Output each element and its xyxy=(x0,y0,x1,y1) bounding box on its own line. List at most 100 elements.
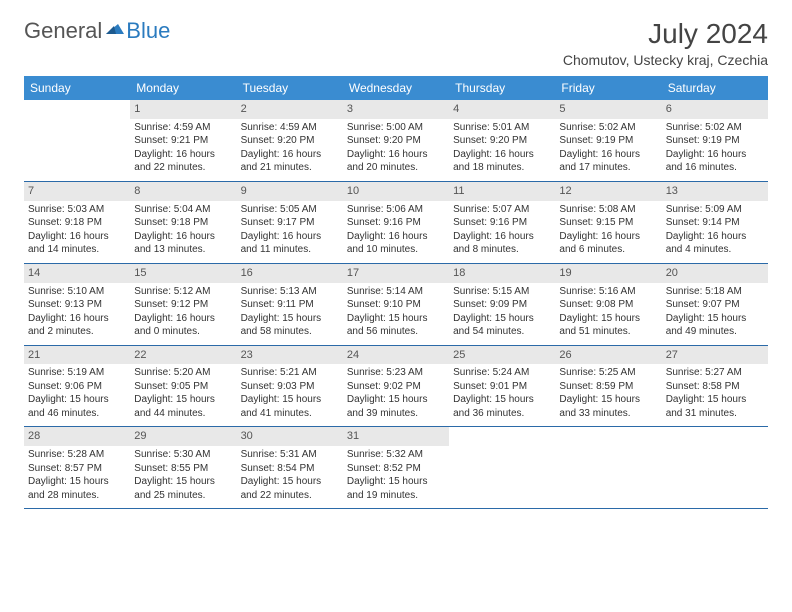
day-info-line: Sunset: 9:01 PM xyxy=(453,380,551,394)
day-info-line: and 44 minutes. xyxy=(134,407,232,421)
day-info-line: and 14 minutes. xyxy=(28,243,126,257)
day-info-line: Sunrise: 5:18 AM xyxy=(666,285,764,299)
day-info-line: Daylight: 15 hours xyxy=(134,393,232,407)
day-cell: 23Sunrise: 5:21 AMSunset: 9:03 PMDayligh… xyxy=(237,346,343,427)
day-info-line: Sunrise: 5:10 AM xyxy=(28,285,126,299)
day-number: 18 xyxy=(449,264,555,283)
day-info-line: Daylight: 15 hours xyxy=(453,393,551,407)
day-cell: 27Sunrise: 5:27 AMSunset: 8:58 PMDayligh… xyxy=(662,346,768,427)
day-cell: 8Sunrise: 5:04 AMSunset: 9:18 PMDaylight… xyxy=(130,182,236,263)
day-info-line: Sunrise: 5:02 AM xyxy=(666,121,764,135)
day-info-line: Daylight: 16 hours xyxy=(453,148,551,162)
day-info-line: and 0 minutes. xyxy=(134,325,232,339)
page-header: General Blue July 2024 Chomutov, Ustecky… xyxy=(24,18,768,68)
day-info-line: Sunset: 9:03 PM xyxy=(241,380,339,394)
day-number: 2 xyxy=(237,100,343,119)
calendar-page: General Blue July 2024 Chomutov, Ustecky… xyxy=(0,0,792,527)
day-info-line: Daylight: 16 hours xyxy=(241,148,339,162)
day-header-row: SundayMondayTuesdayWednesdayThursdayFrid… xyxy=(24,76,768,100)
day-info-line: Daylight: 16 hours xyxy=(347,148,445,162)
day-info-line: and 2 minutes. xyxy=(28,325,126,339)
day-number: 14 xyxy=(24,264,130,283)
day-info-line: Sunrise: 5:05 AM xyxy=(241,203,339,217)
day-info-line: and 11 minutes. xyxy=(241,243,339,257)
day-number: 23 xyxy=(237,346,343,365)
day-info-line: and 25 minutes. xyxy=(134,489,232,503)
day-number: 17 xyxy=(343,264,449,283)
day-info-line: and 36 minutes. xyxy=(453,407,551,421)
day-info-line: Sunset: 9:20 PM xyxy=(453,134,551,148)
day-info-line: Sunrise: 5:07 AM xyxy=(453,203,551,217)
day-info-line: and 22 minutes. xyxy=(134,161,232,175)
day-info-line: Sunrise: 5:04 AM xyxy=(134,203,232,217)
day-header-cell: Sunday xyxy=(24,76,130,100)
day-cell: 17Sunrise: 5:14 AMSunset: 9:10 PMDayligh… xyxy=(343,264,449,345)
day-info-line: Sunrise: 5:24 AM xyxy=(453,366,551,380)
day-info-line: Daylight: 15 hours xyxy=(241,475,339,489)
day-number: 8 xyxy=(130,182,236,201)
day-cell: 21Sunrise: 5:19 AMSunset: 9:06 PMDayligh… xyxy=(24,346,130,427)
day-info-line: Sunset: 9:18 PM xyxy=(28,216,126,230)
day-info-line: Daylight: 15 hours xyxy=(347,393,445,407)
day-info-line: Sunrise: 5:30 AM xyxy=(134,448,232,462)
logo-text-blue: Blue xyxy=(126,18,170,44)
day-info-line: Daylight: 16 hours xyxy=(559,230,657,244)
day-number: 13 xyxy=(662,182,768,201)
day-info-line: Sunrise: 5:13 AM xyxy=(241,285,339,299)
day-info-line: Sunrise: 4:59 AM xyxy=(134,121,232,135)
day-info-line: Sunrise: 5:15 AM xyxy=(453,285,551,299)
day-info-line: and 56 minutes. xyxy=(347,325,445,339)
day-info-line: Daylight: 16 hours xyxy=(134,148,232,162)
day-info-line: and 33 minutes. xyxy=(559,407,657,421)
day-info-line: Sunrise: 5:20 AM xyxy=(134,366,232,380)
day-info-line: and 28 minutes. xyxy=(28,489,126,503)
day-number: 7 xyxy=(24,182,130,201)
day-info-line: Daylight: 16 hours xyxy=(559,148,657,162)
day-info-line: Sunset: 9:19 PM xyxy=(666,134,764,148)
day-info-line: Daylight: 15 hours xyxy=(134,475,232,489)
day-info-line: Sunset: 8:59 PM xyxy=(559,380,657,394)
day-info-line: and 54 minutes. xyxy=(453,325,551,339)
day-cell: 31Sunrise: 5:32 AMSunset: 8:52 PMDayligh… xyxy=(343,427,449,508)
day-info-line: and 58 minutes. xyxy=(241,325,339,339)
week-row: 14Sunrise: 5:10 AMSunset: 9:13 PMDayligh… xyxy=(24,264,768,346)
day-cell xyxy=(662,427,768,508)
day-info-line: and 4 minutes. xyxy=(666,243,764,257)
day-info-line: Sunrise: 5:28 AM xyxy=(28,448,126,462)
day-info-line: Sunrise: 5:14 AM xyxy=(347,285,445,299)
day-cell: 28Sunrise: 5:28 AMSunset: 8:57 PMDayligh… xyxy=(24,427,130,508)
day-cell: 10Sunrise: 5:06 AMSunset: 9:16 PMDayligh… xyxy=(343,182,449,263)
day-info-line: Sunset: 9:14 PM xyxy=(666,216,764,230)
day-cell: 26Sunrise: 5:25 AMSunset: 8:59 PMDayligh… xyxy=(555,346,661,427)
day-number: 28 xyxy=(24,427,130,446)
month-title: July 2024 xyxy=(563,18,768,50)
day-info-line: Sunset: 9:19 PM xyxy=(559,134,657,148)
day-number: 1 xyxy=(130,100,236,119)
day-info-line: Sunrise: 5:27 AM xyxy=(666,366,764,380)
day-cell: 20Sunrise: 5:18 AMSunset: 9:07 PMDayligh… xyxy=(662,264,768,345)
day-info-line: Daylight: 15 hours xyxy=(28,393,126,407)
day-info-line: Sunrise: 5:21 AM xyxy=(241,366,339,380)
day-info-line: Sunset: 8:58 PM xyxy=(666,380,764,394)
weeks-container: 1Sunrise: 4:59 AMSunset: 9:21 PMDaylight… xyxy=(24,100,768,509)
day-info-line: Sunset: 9:15 PM xyxy=(559,216,657,230)
day-cell: 1Sunrise: 4:59 AMSunset: 9:21 PMDaylight… xyxy=(130,100,236,181)
day-info-line: Daylight: 16 hours xyxy=(666,230,764,244)
day-info-line: and 31 minutes. xyxy=(666,407,764,421)
day-info-line: Sunrise: 5:06 AM xyxy=(347,203,445,217)
day-number: 9 xyxy=(237,182,343,201)
day-cell: 25Sunrise: 5:24 AMSunset: 9:01 PMDayligh… xyxy=(449,346,555,427)
day-number: 4 xyxy=(449,100,555,119)
day-info-line: Sunset: 9:10 PM xyxy=(347,298,445,312)
day-info-line: Sunset: 9:18 PM xyxy=(134,216,232,230)
day-header-cell: Monday xyxy=(130,76,236,100)
day-info-line: and 21 minutes. xyxy=(241,161,339,175)
day-number: 11 xyxy=(449,182,555,201)
day-header-cell: Thursday xyxy=(449,76,555,100)
day-info-line: and 8 minutes. xyxy=(453,243,551,257)
day-number: 21 xyxy=(24,346,130,365)
day-number: 27 xyxy=(662,346,768,365)
day-info-line: Sunset: 9:02 PM xyxy=(347,380,445,394)
day-info-line: Sunrise: 5:08 AM xyxy=(559,203,657,217)
day-number: 20 xyxy=(662,264,768,283)
